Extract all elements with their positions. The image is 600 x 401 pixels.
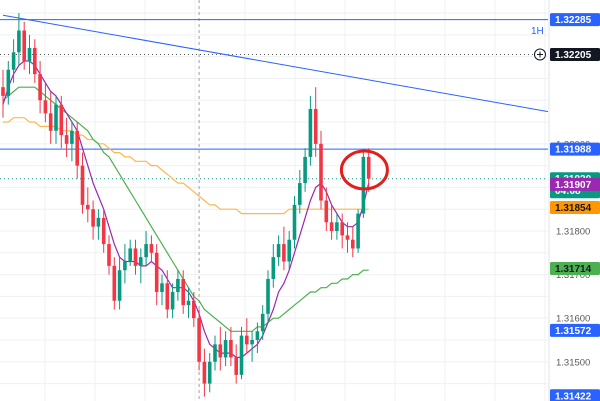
candle-body xyxy=(329,222,334,232)
price-tag-cursor xyxy=(550,47,600,61)
moving-average-fast xyxy=(2,60,370,358)
candle-body xyxy=(54,104,58,131)
candle-body xyxy=(38,74,42,101)
price-tag-text-low_mark: 1.31422 xyxy=(555,391,592,401)
candle-body xyxy=(250,339,254,345)
price-tick-label: 1.31500 xyxy=(556,357,590,368)
candle-body xyxy=(170,292,175,310)
candle-body xyxy=(324,200,329,223)
candle-body xyxy=(149,244,154,253)
candle-body xyxy=(176,278,180,293)
candle-body xyxy=(33,47,37,75)
price-tick-label: 1.31700 xyxy=(556,270,590,281)
candle-body xyxy=(48,113,53,131)
candle-body xyxy=(308,108,313,157)
candle-body xyxy=(202,361,207,384)
candle-body xyxy=(239,335,244,375)
candle-body xyxy=(91,209,95,227)
candle-body xyxy=(207,361,212,384)
candle-body xyxy=(340,222,344,236)
candle-body xyxy=(282,244,286,262)
candle-body xyxy=(123,261,127,271)
candle-body xyxy=(271,257,276,279)
price-tag-ma_fast xyxy=(550,177,600,191)
candle-body xyxy=(292,204,297,240)
candle-body xyxy=(181,278,185,306)
candle-body xyxy=(287,239,291,262)
highlight-circle xyxy=(339,149,389,191)
candle-body xyxy=(80,165,85,205)
candle-body xyxy=(165,283,170,310)
price-tag-text-hline_top: 1.32285 xyxy=(555,15,592,26)
candle-body xyxy=(313,108,318,144)
candle-body xyxy=(351,239,355,249)
candle-body xyxy=(218,344,223,358)
candle-body xyxy=(276,244,281,258)
candle-body xyxy=(59,104,64,136)
candle-body xyxy=(361,156,366,214)
candle-body xyxy=(70,130,74,144)
candle-body xyxy=(303,156,307,184)
price-tick-label: 1.31800 xyxy=(556,227,590,238)
candle-body xyxy=(197,318,201,362)
candle-body xyxy=(6,69,11,96)
candle-body xyxy=(234,357,238,375)
price-tick-label: 1.31600 xyxy=(556,314,590,325)
moving-average-slow xyxy=(2,86,369,332)
candle-body xyxy=(229,339,233,358)
candle-body xyxy=(213,344,217,362)
candle-body xyxy=(160,283,164,293)
candle-body xyxy=(22,30,26,62)
price-tag-low_mark xyxy=(550,389,600,401)
candle-body xyxy=(298,183,302,205)
candle-body xyxy=(192,300,196,319)
candle-body xyxy=(75,130,79,166)
candle-body xyxy=(112,265,117,301)
price-tag-ma_slow xyxy=(550,261,600,275)
price-tag-ma_mid xyxy=(550,200,600,214)
price-tag-hline_mid xyxy=(550,142,600,156)
candle-body xyxy=(27,47,32,62)
candle-body xyxy=(86,204,90,210)
timeframe-label: 1H xyxy=(531,26,544,37)
candle-body xyxy=(107,244,111,266)
candle-body xyxy=(245,335,249,345)
candle-body xyxy=(17,30,21,53)
candle-body xyxy=(64,135,69,144)
price-tag-hline_top xyxy=(550,13,600,27)
candle-body xyxy=(266,278,270,314)
candle-body xyxy=(101,217,106,245)
price-tag-text-cursor: 1.32205 xyxy=(555,50,592,61)
price-tag-text-ma_mid: 1.31854 xyxy=(555,203,592,214)
candle-body xyxy=(345,235,350,240)
price-tag-text-hline_bottom: 1.31572 xyxy=(555,326,592,337)
candle-body xyxy=(1,87,5,96)
candle-body xyxy=(96,217,101,227)
candle-body xyxy=(335,222,339,232)
candle-body xyxy=(139,257,143,266)
candle-body xyxy=(255,331,260,340)
candle-body xyxy=(186,300,191,306)
candle-body xyxy=(117,270,122,301)
candle-body xyxy=(356,213,360,249)
candle-body xyxy=(133,248,138,266)
price-tag-text-hline_mid: 1.31988 xyxy=(555,145,592,156)
candle-body xyxy=(366,156,371,179)
candle-body xyxy=(319,143,323,201)
countdown-text: 04:08 xyxy=(555,186,581,197)
candle-body xyxy=(260,313,265,332)
price-tag-text-ma_slow: 1.31714 xyxy=(555,264,592,275)
candle-body xyxy=(128,248,132,262)
candle-body xyxy=(223,339,228,358)
candle-body xyxy=(43,100,48,114)
price-tag-hline_bottom xyxy=(550,323,600,337)
candle-body xyxy=(144,244,148,258)
candle-body xyxy=(154,252,159,293)
price-tag-text-ma_fast: 1.31907 xyxy=(555,180,592,191)
trendline[interactable] xyxy=(2,14,549,113)
candle-body xyxy=(11,52,16,70)
